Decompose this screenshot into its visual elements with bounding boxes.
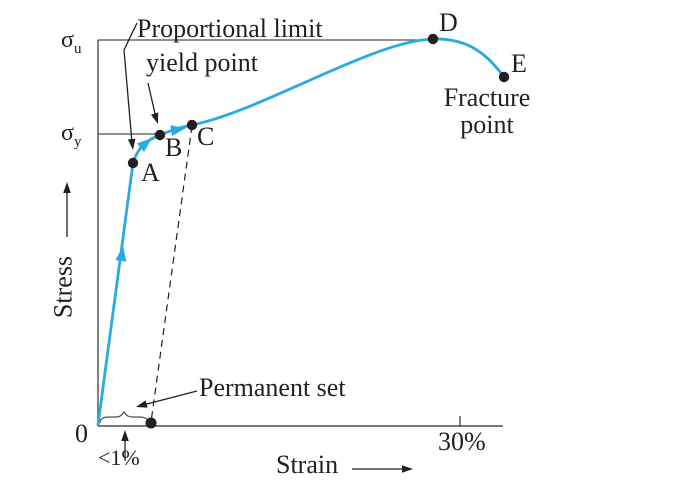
yield-point-arrowhead <box>150 112 159 124</box>
less-than-1-percent-arrowhead <box>121 430 129 441</box>
point-e-label: E <box>511 49 527 78</box>
permanent-set-leader-line <box>142 390 198 406</box>
sigma-u-sub: u <box>73 40 82 57</box>
yield-point-label: yield point <box>146 48 258 77</box>
point-d-dot <box>427 33 439 45</box>
curve-arrowhead-near-b <box>136 138 152 152</box>
point-a-label: A <box>141 158 160 187</box>
stress-axis-arrowhead <box>63 182 71 193</box>
strain-axis-arrowhead <box>402 465 413 473</box>
permanent-set-label: Permanent set <box>199 373 346 402</box>
point-c-label: C <box>197 122 215 151</box>
stress-axis-label: Stress <box>48 255 78 319</box>
permanent-set-arrowhead <box>136 400 148 408</box>
point-b-label: B <box>165 133 183 162</box>
curve-arrowhead-elastic <box>115 246 127 262</box>
strain-axis-label: Strain <box>276 450 339 479</box>
curve-arrowhead-b-to-c <box>170 125 186 137</box>
tick-30-percent-label: 30% <box>438 427 486 456</box>
fracture-point-line1: Fracture <box>443 83 531 112</box>
permanent-set-brace <box>99 410 149 424</box>
point-b-dot <box>154 129 166 141</box>
proportional-limit-label: Proportional limit <box>137 14 323 43</box>
permanent-set-dot <box>145 417 157 429</box>
sigma-u-base: σ <box>61 27 74 53</box>
proportional-limit-leader-line <box>123 22 138 144</box>
point-e-dot <box>498 71 510 83</box>
fracture-point-line2: point <box>460 110 514 140</box>
origin-label: 0 <box>75 419 88 448</box>
stress-strain-curve <box>96 37 506 427</box>
sigma-y-sub: y <box>73 133 82 150</box>
sigma-u-label: σu <box>61 27 81 56</box>
sigma-y-base: σ <box>61 120 74 146</box>
sigma-y-label: σy <box>61 120 81 149</box>
proportional-limit-arrowhead <box>127 138 136 150</box>
yield-point-leader-line <box>147 82 157 119</box>
point-a-dot <box>127 157 139 169</box>
point-c-dot <box>186 119 198 131</box>
point-d-label: D <box>439 8 458 37</box>
unloading-dashed-line <box>150 125 193 423</box>
less-than-1-percent-label: <1% <box>98 445 140 470</box>
fracture-point-label: Fracture point <box>431 84 543 139</box>
